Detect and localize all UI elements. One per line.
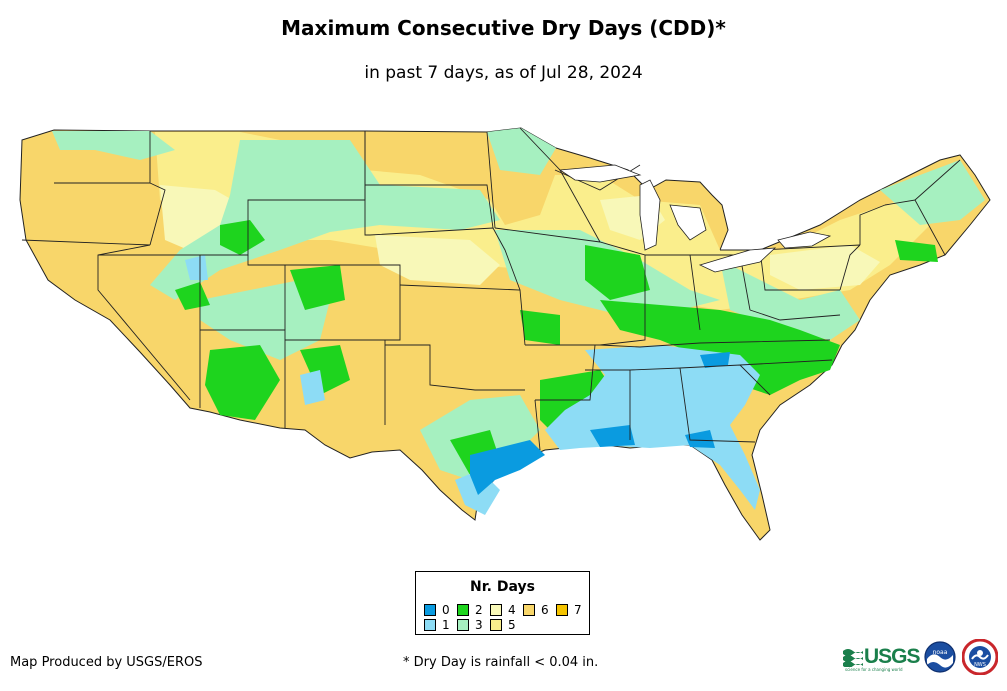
great-lakes: [558, 164, 832, 273]
legend-swatch-3: [457, 619, 469, 631]
map-title: Maximum Consecutive Dry Days (CDD)*: [281, 16, 726, 40]
legend: Nr. Days 0 1 2 3 4 5 6 7: [415, 571, 590, 635]
legend-swatch-5: [490, 619, 502, 631]
legend-swatch-4: [490, 604, 502, 616]
legend-swatch-6: [523, 604, 535, 616]
legend-item-3: 3: [457, 619, 483, 631]
legend-label-4: 4: [508, 603, 516, 617]
zone-1-day: [185, 255, 760, 515]
legend-item-2: 2: [457, 604, 483, 616]
dry-day-footnote: * Dry Day is rainfall < 0.04 in.: [403, 655, 599, 670]
legend-label-1: 1: [442, 618, 450, 632]
noaa-logo-icon: noaa: [924, 641, 956, 673]
legend-swatch-2: [457, 604, 469, 616]
legend-swatch-0: [424, 604, 436, 616]
legend-label-5: 5: [508, 618, 516, 632]
legend-label-0: 0: [442, 603, 450, 617]
usgs-wave-icon: [843, 649, 863, 667]
usgs-logo: USGS science for a changing world: [843, 642, 921, 672]
legend-item-6: 6: [523, 604, 549, 616]
legend-label-3: 3: [475, 618, 483, 632]
usgs-tagline: science for a changing world: [845, 667, 903, 672]
map-credit: Map Produced by USGS/EROS: [10, 655, 203, 670]
usgs-wordmark: USGS: [864, 645, 921, 668]
zone-0-days: [470, 352, 730, 495]
legend-item-7: 7: [556, 604, 582, 616]
nws-logo-icon: NWS: [962, 639, 998, 675]
legend-swatch-7: [556, 604, 568, 616]
legend-item-0: 0: [424, 604, 450, 616]
zone-3-days: [52, 128, 985, 480]
legend-item-4: 4: [490, 604, 516, 616]
noaa-logo-text: noaa: [933, 649, 948, 656]
legend-item-5: 5: [490, 619, 516, 631]
legend-item-1: 1: [424, 619, 450, 631]
nws-logo-text: NWS: [974, 662, 986, 668]
legend-label-6: 6: [541, 603, 549, 617]
zone-4-days: [160, 185, 880, 290]
legend-swatch-1: [424, 619, 436, 631]
legend-title: Nr. Days: [470, 579, 535, 595]
map-subtitle: in past 7 days, as of Jul 28, 2024: [364, 63, 643, 83]
legend-label-2: 2: [475, 603, 483, 617]
legend-label-7: 7: [574, 603, 582, 617]
